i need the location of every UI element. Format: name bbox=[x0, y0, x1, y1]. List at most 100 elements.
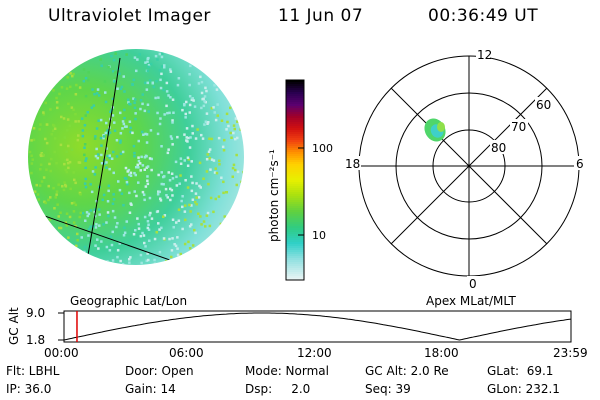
earth-speckle bbox=[128, 191, 131, 195]
colorbar-strip bbox=[286, 198, 304, 201]
earth-speckle bbox=[69, 85, 72, 89]
earth-speckle bbox=[217, 136, 221, 140]
earth-speckle bbox=[143, 215, 147, 219]
earth-speckle bbox=[75, 83, 78, 87]
earth-speckle bbox=[107, 65, 110, 69]
earth-speckle bbox=[158, 52, 162, 56]
earth-speckle bbox=[39, 123, 42, 126]
colorbar: 100 10 photon cm⁻²s⁻¹ bbox=[267, 79, 333, 281]
earth-speckle bbox=[93, 173, 97, 176]
earth-speckle bbox=[94, 226, 98, 229]
colorbar-strip bbox=[286, 150, 304, 153]
earth-speckle bbox=[59, 143, 63, 147]
colorbar-strip bbox=[286, 220, 304, 223]
earth-speckle bbox=[61, 185, 64, 188]
colorbar-strip bbox=[286, 84, 304, 87]
earth-speckle bbox=[40, 154, 43, 158]
earth-speckle bbox=[177, 208, 181, 211]
earth-speckle bbox=[49, 108, 52, 111]
earth-speckle bbox=[200, 80, 204, 84]
earth-speckle bbox=[168, 111, 171, 115]
earth-speckle bbox=[52, 124, 56, 128]
earth-speckle bbox=[155, 80, 158, 83]
earth-speckle bbox=[176, 135, 179, 139]
earth-speckle bbox=[100, 162, 104, 165]
earth-speckle bbox=[42, 111, 45, 114]
earth-speckle bbox=[214, 167, 217, 170]
earth-speckle bbox=[191, 198, 195, 201]
earth-speckle bbox=[105, 161, 108, 164]
earth-speckle bbox=[52, 186, 55, 190]
earth-speckle bbox=[168, 237, 171, 241]
earth-speckle bbox=[113, 216, 117, 219]
colorbar-strip bbox=[286, 224, 304, 227]
info-dsp: Dsp: 2.0 bbox=[245, 382, 311, 396]
earth-speckle bbox=[115, 139, 119, 142]
earth-speckle bbox=[171, 121, 174, 124]
earth-speckle bbox=[137, 222, 140, 226]
earth-speckle bbox=[91, 88, 94, 91]
earth-speckle bbox=[141, 190, 145, 194]
earth-speckle bbox=[92, 225, 95, 228]
earth-speckle bbox=[58, 226, 61, 230]
earth-speckle bbox=[193, 105, 197, 108]
colorbar-strip bbox=[286, 190, 304, 193]
alt-xtick-0600: 06:00 bbox=[169, 346, 204, 360]
earth-speckle bbox=[137, 156, 140, 159]
earth-speckle bbox=[103, 162, 107, 165]
colorbar-strip bbox=[286, 140, 304, 143]
alt-ylabel: GC Alt bbox=[7, 307, 21, 345]
earth-speckle bbox=[167, 94, 170, 97]
earth-speckle bbox=[227, 124, 230, 128]
earth-speckle bbox=[160, 182, 163, 186]
earth-speckle bbox=[197, 196, 201, 199]
earth-speckle bbox=[167, 171, 170, 174]
earth-speckle bbox=[74, 181, 77, 185]
earth-speckle bbox=[63, 181, 66, 184]
earth-speckle bbox=[87, 78, 90, 82]
earth-speckle bbox=[144, 61, 147, 64]
geographic-caption: Geographic Lat/Lon bbox=[70, 294, 188, 308]
earth-speckle bbox=[188, 83, 191, 87]
earth-speckle bbox=[72, 72, 75, 76]
colorbar-strip bbox=[286, 126, 304, 129]
earth-speckle bbox=[175, 175, 178, 179]
earth-speckle bbox=[225, 112, 229, 116]
earth-speckle bbox=[83, 250, 86, 254]
earth-speckle bbox=[145, 259, 148, 262]
earth-speckle bbox=[188, 103, 192, 107]
earth-speckle bbox=[60, 86, 64, 89]
earth-speckle bbox=[189, 210, 192, 213]
earth-speckle bbox=[72, 210, 76, 213]
earth-speckle bbox=[68, 160, 72, 164]
earth-speckle bbox=[200, 106, 203, 110]
earth-speckle bbox=[160, 65, 164, 68]
colorbar-strip bbox=[286, 168, 304, 171]
colorbar-strip bbox=[286, 230, 304, 233]
earth-speckle bbox=[145, 88, 149, 91]
earth-speckle bbox=[121, 120, 125, 123]
earth-speckle bbox=[156, 210, 160, 213]
colorbar-strip bbox=[286, 248, 304, 251]
earth-speckle bbox=[53, 150, 56, 154]
earth-speckle bbox=[82, 79, 86, 83]
earth-speckle bbox=[158, 228, 161, 231]
earth-speckle bbox=[235, 153, 238, 157]
colorbar-strip bbox=[286, 152, 304, 155]
earth-speckle bbox=[166, 151, 170, 155]
earth-speckle bbox=[52, 89, 55, 92]
colorbar-strip bbox=[286, 266, 304, 269]
colorbar-strip bbox=[286, 124, 304, 127]
earth-speckle bbox=[171, 194, 174, 197]
earth-speckle bbox=[218, 163, 221, 166]
earth-speckle bbox=[111, 97, 115, 101]
earth-speckle bbox=[181, 195, 184, 198]
earth-speckle bbox=[178, 182, 181, 185]
earth-speckle bbox=[184, 179, 187, 182]
earth-speckle bbox=[105, 121, 108, 125]
earth-speckle bbox=[120, 192, 124, 195]
earth-speckle bbox=[84, 219, 87, 222]
earth-speckle bbox=[102, 193, 106, 197]
earth-speckle bbox=[185, 136, 188, 139]
earth-speckle bbox=[165, 104, 168, 108]
